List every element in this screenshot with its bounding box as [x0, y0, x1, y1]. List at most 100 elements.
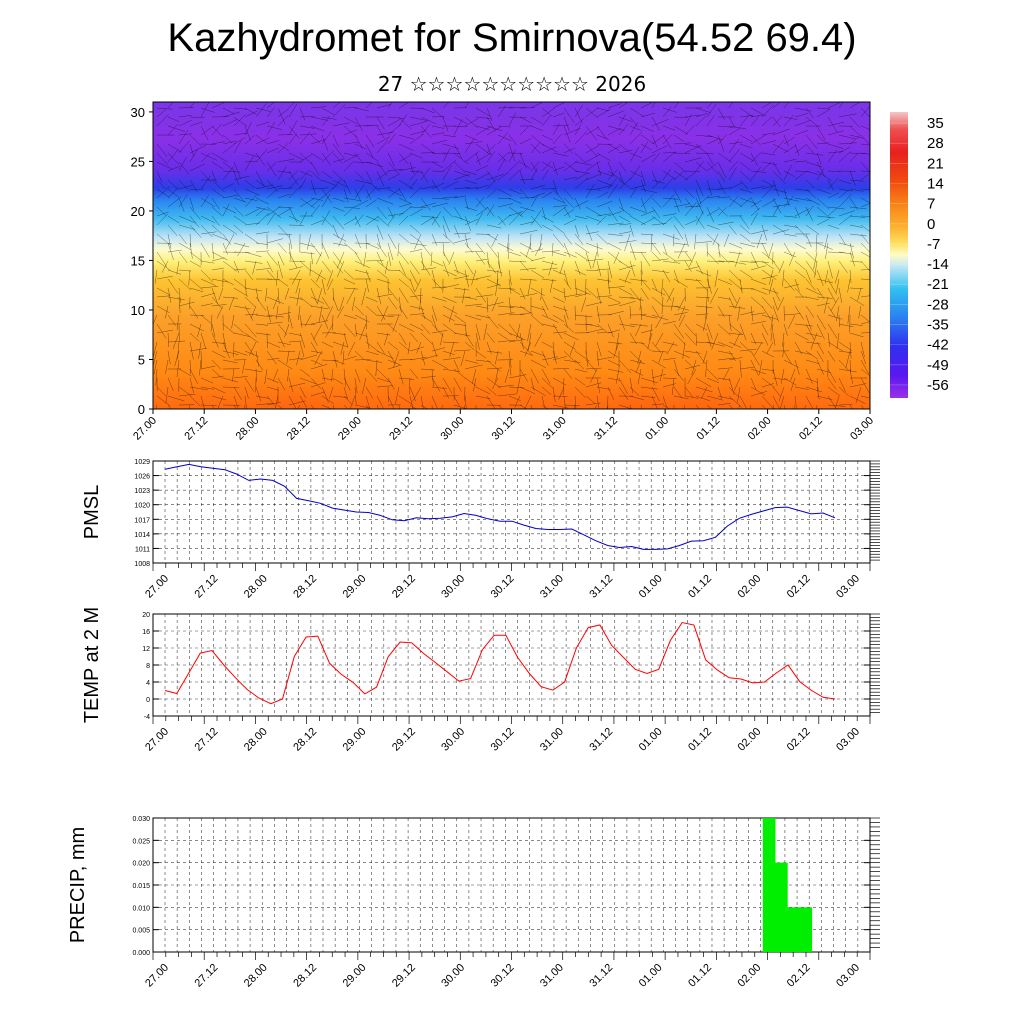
wind-barb [475, 242, 486, 255]
wind-barb [761, 242, 769, 257]
wind-barb [574, 200, 589, 208]
wind-barb [354, 350, 365, 361]
wind-barb [607, 143, 620, 151]
wind-barb [849, 260, 863, 263]
wind-barb [431, 305, 438, 322]
wind-barb [222, 107, 235, 114]
wind-barb [431, 116, 445, 118]
wind-barb [651, 403, 665, 406]
wind-barb [409, 260, 420, 275]
wind-barb [178, 224, 196, 230]
wind-barb [431, 211, 441, 226]
wind-barb [728, 167, 737, 181]
wind-barb [376, 293, 393, 298]
wind-barb [618, 296, 635, 299]
wind-barb [739, 311, 755, 316]
wind-barb [343, 404, 349, 409]
wind-barb [827, 287, 836, 303]
wind-barb [739, 269, 753, 279]
wind-barb [288, 170, 298, 185]
wind-barb [453, 187, 471, 190]
wind-barb [706, 103, 717, 118]
x-tick-label: 01.12 [686, 726, 714, 754]
wind-barb [607, 161, 615, 177]
wind-barb [640, 329, 654, 334]
wind-barb [618, 323, 636, 328]
wind-barb [211, 332, 219, 348]
wind-barb [409, 377, 411, 395]
wind-barb [805, 206, 814, 222]
wind-barb [200, 231, 217, 235]
wind-barb [651, 258, 669, 262]
wind-barb [332, 134, 339, 148]
wind-barb [167, 340, 186, 343]
wind-barb [211, 368, 223, 379]
wind-barb [277, 312, 292, 316]
wind-barb [200, 386, 214, 390]
wind-barb [332, 197, 345, 202]
wind-barb [701, 386, 708, 399]
wind-barb [783, 323, 788, 336]
wind-barb [772, 296, 778, 311]
wind-barb [838, 404, 853, 406]
wind-barb [783, 145, 797, 154]
wind-barb [172, 332, 180, 349]
wind-barb [255, 323, 268, 326]
wind-barb [717, 125, 734, 128]
wind-barb [387, 323, 398, 333]
wind-barb [849, 332, 864, 338]
wind-barb [232, 368, 235, 382]
wind-barb [754, 341, 763, 356]
wind-barb [161, 260, 169, 273]
wind-barb [607, 170, 623, 181]
wind-barb [365, 404, 370, 409]
wind-barb [574, 404, 576, 409]
wind-barb [244, 155, 254, 172]
wind-barb [559, 260, 565, 275]
wind-barb [860, 395, 870, 399]
wind-barb [739, 115, 754, 118]
wind-barb [684, 170, 701, 172]
wind-barb [200, 242, 210, 258]
wind-barb [772, 395, 780, 409]
wind-barb [211, 395, 227, 401]
wind-barb [596, 278, 612, 282]
wind-barb [277, 193, 291, 199]
wind-barb [705, 359, 708, 378]
wind-barb [266, 206, 281, 217]
wind-barb [442, 215, 450, 233]
wind-barb [497, 384, 514, 388]
wind-barb [574, 131, 587, 145]
wind-barb [497, 339, 516, 343]
wind-barb [658, 350, 664, 364]
wind-barb [178, 251, 188, 264]
wind-barb [783, 224, 798, 228]
wind-barb [651, 287, 666, 296]
wind-barb [750, 107, 767, 117]
wind-barb [442, 305, 458, 315]
wind-barb [519, 161, 531, 169]
wind-barb [431, 377, 441, 392]
wind-barb [156, 107, 173, 110]
wind-barb [552, 188, 565, 203]
x-tick-label: 30.12 [489, 573, 517, 601]
wind-barb [299, 197, 315, 209]
wind-barb [805, 107, 814, 119]
x-tick-label: 29.00 [336, 415, 364, 443]
wind-barb [552, 331, 567, 334]
wind-barb [464, 341, 475, 351]
wind-barb [772, 179, 780, 197]
wind-barb [673, 224, 684, 240]
colorbar-label: -49 [927, 357, 949, 374]
wind-barb [825, 242, 829, 259]
wind-barb [662, 357, 676, 361]
wind-barb [739, 348, 757, 352]
wind-barb [343, 160, 355, 172]
wind-barb [255, 268, 270, 271]
wind-barb [717, 134, 728, 145]
wind-barb [486, 395, 496, 409]
wind-barb [640, 125, 655, 132]
wind-barb [321, 116, 337, 120]
wind-barb [849, 341, 852, 359]
wind-barb [805, 205, 814, 217]
